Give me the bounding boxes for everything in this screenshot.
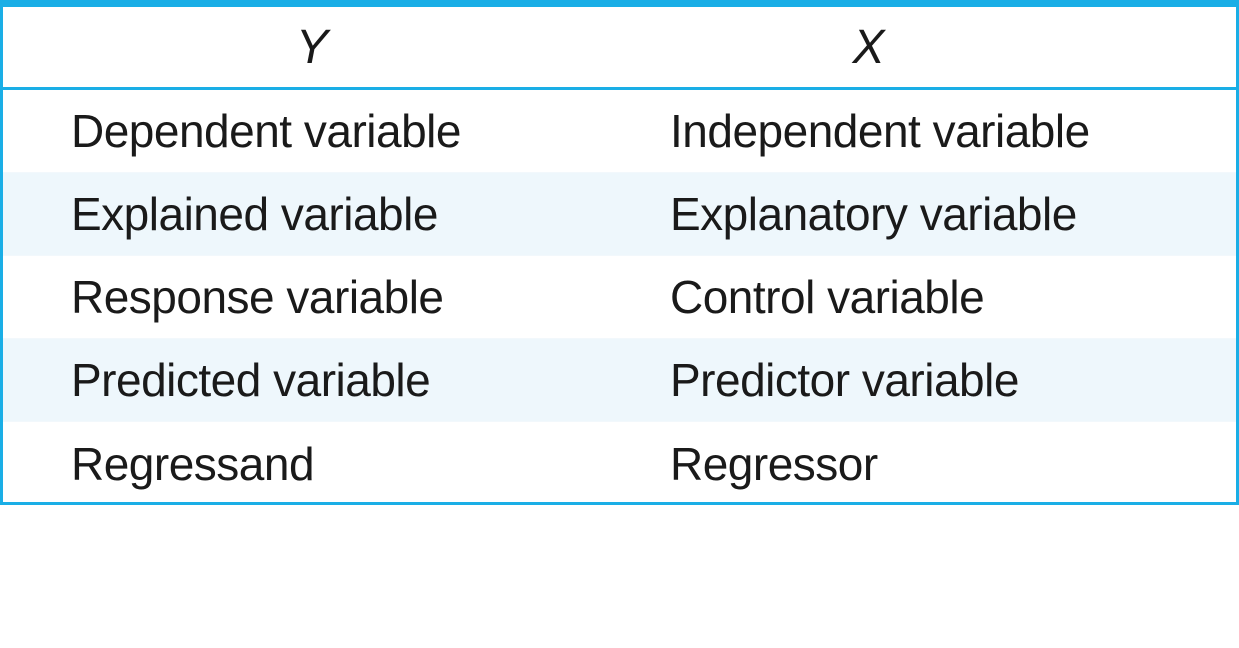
table-row: Explained variable Explanatory variable xyxy=(3,172,1236,256)
cell-x: Independent variable xyxy=(670,105,1090,157)
table-header: Y X xyxy=(3,7,1236,90)
cell-x: Explanatory variable xyxy=(601,172,1236,256)
cell-x: Regressor xyxy=(601,421,1236,505)
cell-y: Response variable xyxy=(3,255,601,339)
header-y: Y xyxy=(3,7,601,90)
cell-y: Predicted variable xyxy=(3,338,601,422)
cell-x: Predictor variable xyxy=(601,338,1236,422)
cell-y: Regressand xyxy=(3,421,601,505)
cell-x: Control variable xyxy=(601,255,1236,339)
header-row: Y X xyxy=(3,7,1236,90)
table-body: Dependent variable Independent variable … xyxy=(3,89,1236,505)
table-row: Dependent variable Independent variable xyxy=(3,89,1236,173)
variable-names-table: Y X Dependent variable Independent varia… xyxy=(3,7,1236,505)
table-row: Predicted variable Predictor variable xyxy=(3,338,1236,422)
table-row: Response variable Control variable xyxy=(3,255,1236,339)
header-x: X xyxy=(601,7,1236,90)
terminology-table: Y X Dependent variable Independent varia… xyxy=(0,0,1239,505)
cell-y: Explained variable xyxy=(3,172,601,256)
cell-y: Dependent variable xyxy=(71,105,461,157)
table-row: Regressand Regressor xyxy=(3,421,1236,505)
